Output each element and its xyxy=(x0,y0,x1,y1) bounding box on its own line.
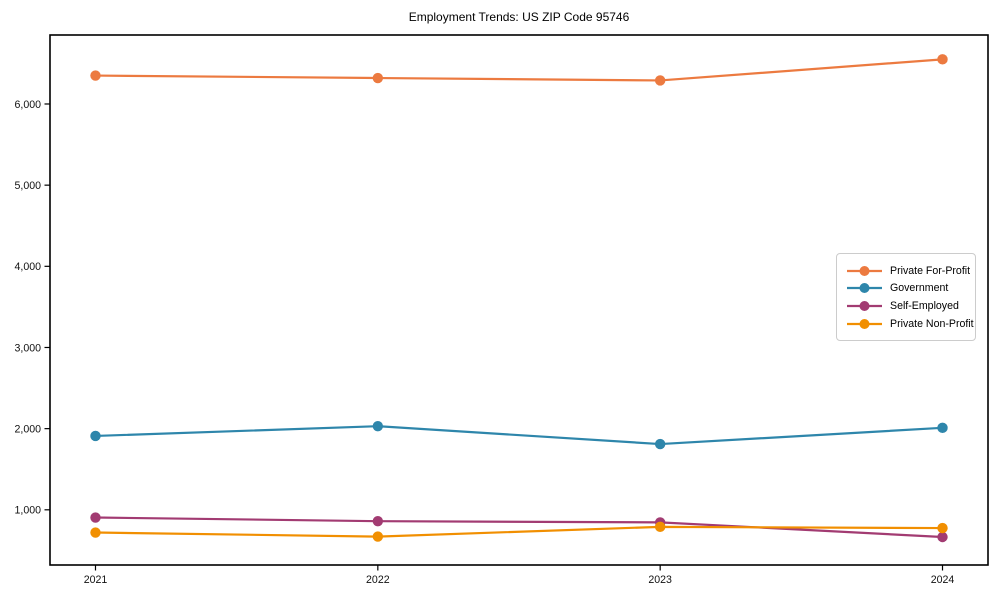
y-axis-tick-label: 4,000 xyxy=(14,261,41,273)
data-point-private-non-profit xyxy=(937,522,948,534)
legend-dot-icon xyxy=(859,283,870,294)
legend-line-marker-icon xyxy=(847,265,882,276)
data-point-private-for-profit xyxy=(654,75,666,86)
series-line-government xyxy=(95,425,943,446)
legend-dot-icon xyxy=(859,265,870,276)
legend: Private For-Profit Government Self-Employe… xyxy=(836,253,976,342)
legend-item-private-for-profit: Private For-Profit xyxy=(846,262,971,280)
x-axis-tick-label: 2022 xyxy=(366,574,390,586)
legend-dot-icon xyxy=(859,318,870,329)
chart-title: Employment Trends: US ZIP Code 95746 xyxy=(408,10,630,24)
legend-line-marker-icon xyxy=(847,300,882,311)
legend-label: Self-Employed xyxy=(890,299,959,312)
data-point-self-employed xyxy=(90,512,101,523)
legend-dot-icon xyxy=(859,300,870,311)
y-axis-tick-label: 5,000 xyxy=(14,180,41,192)
data-point-government xyxy=(654,438,666,450)
y-axis-tick-label: 1,000 xyxy=(14,505,41,517)
data-point-self-employed xyxy=(937,531,948,543)
data-point-government xyxy=(372,421,384,432)
x-axis-tick-label: 2024 xyxy=(931,574,955,586)
legend-line-marker-icon xyxy=(847,318,882,329)
data-point-private-for-profit xyxy=(372,72,384,84)
data-point-government xyxy=(937,422,948,434)
legend-label: Private Non-Profit xyxy=(890,317,974,330)
plot-border xyxy=(49,34,989,566)
legend-line-marker-icon xyxy=(847,283,882,294)
series-line-private-non-profit xyxy=(95,525,943,538)
series-line-private-for-profit xyxy=(95,58,943,82)
legend-item-government: Government xyxy=(846,280,969,298)
legend-label: Private For-Profit xyxy=(890,264,971,277)
data-point-private-for-profit xyxy=(90,70,101,81)
data-point-self-employed xyxy=(372,515,384,527)
legend-item-self-employed: Self-Employed xyxy=(846,297,969,315)
y-axis-tick-label: 6,000 xyxy=(14,99,41,111)
y-axis-tick-label: 3,000 xyxy=(14,342,41,354)
x-axis-tick-label: 2023 xyxy=(648,574,672,586)
legend-label: Government xyxy=(890,282,949,295)
legend-item-private-non-profit: Private Non-Profit xyxy=(846,315,974,333)
series-line-self-employed xyxy=(95,516,943,539)
data-point-private-for-profit xyxy=(937,54,948,65)
data-point-government xyxy=(90,430,101,442)
data-point-private-non-profit xyxy=(372,531,384,542)
y-axis-tick-label: 2,000 xyxy=(14,423,41,435)
data-point-private-non-profit xyxy=(654,521,666,533)
data-point-private-non-profit xyxy=(90,527,101,538)
x-axis-tick-label: 2021 xyxy=(84,574,108,586)
